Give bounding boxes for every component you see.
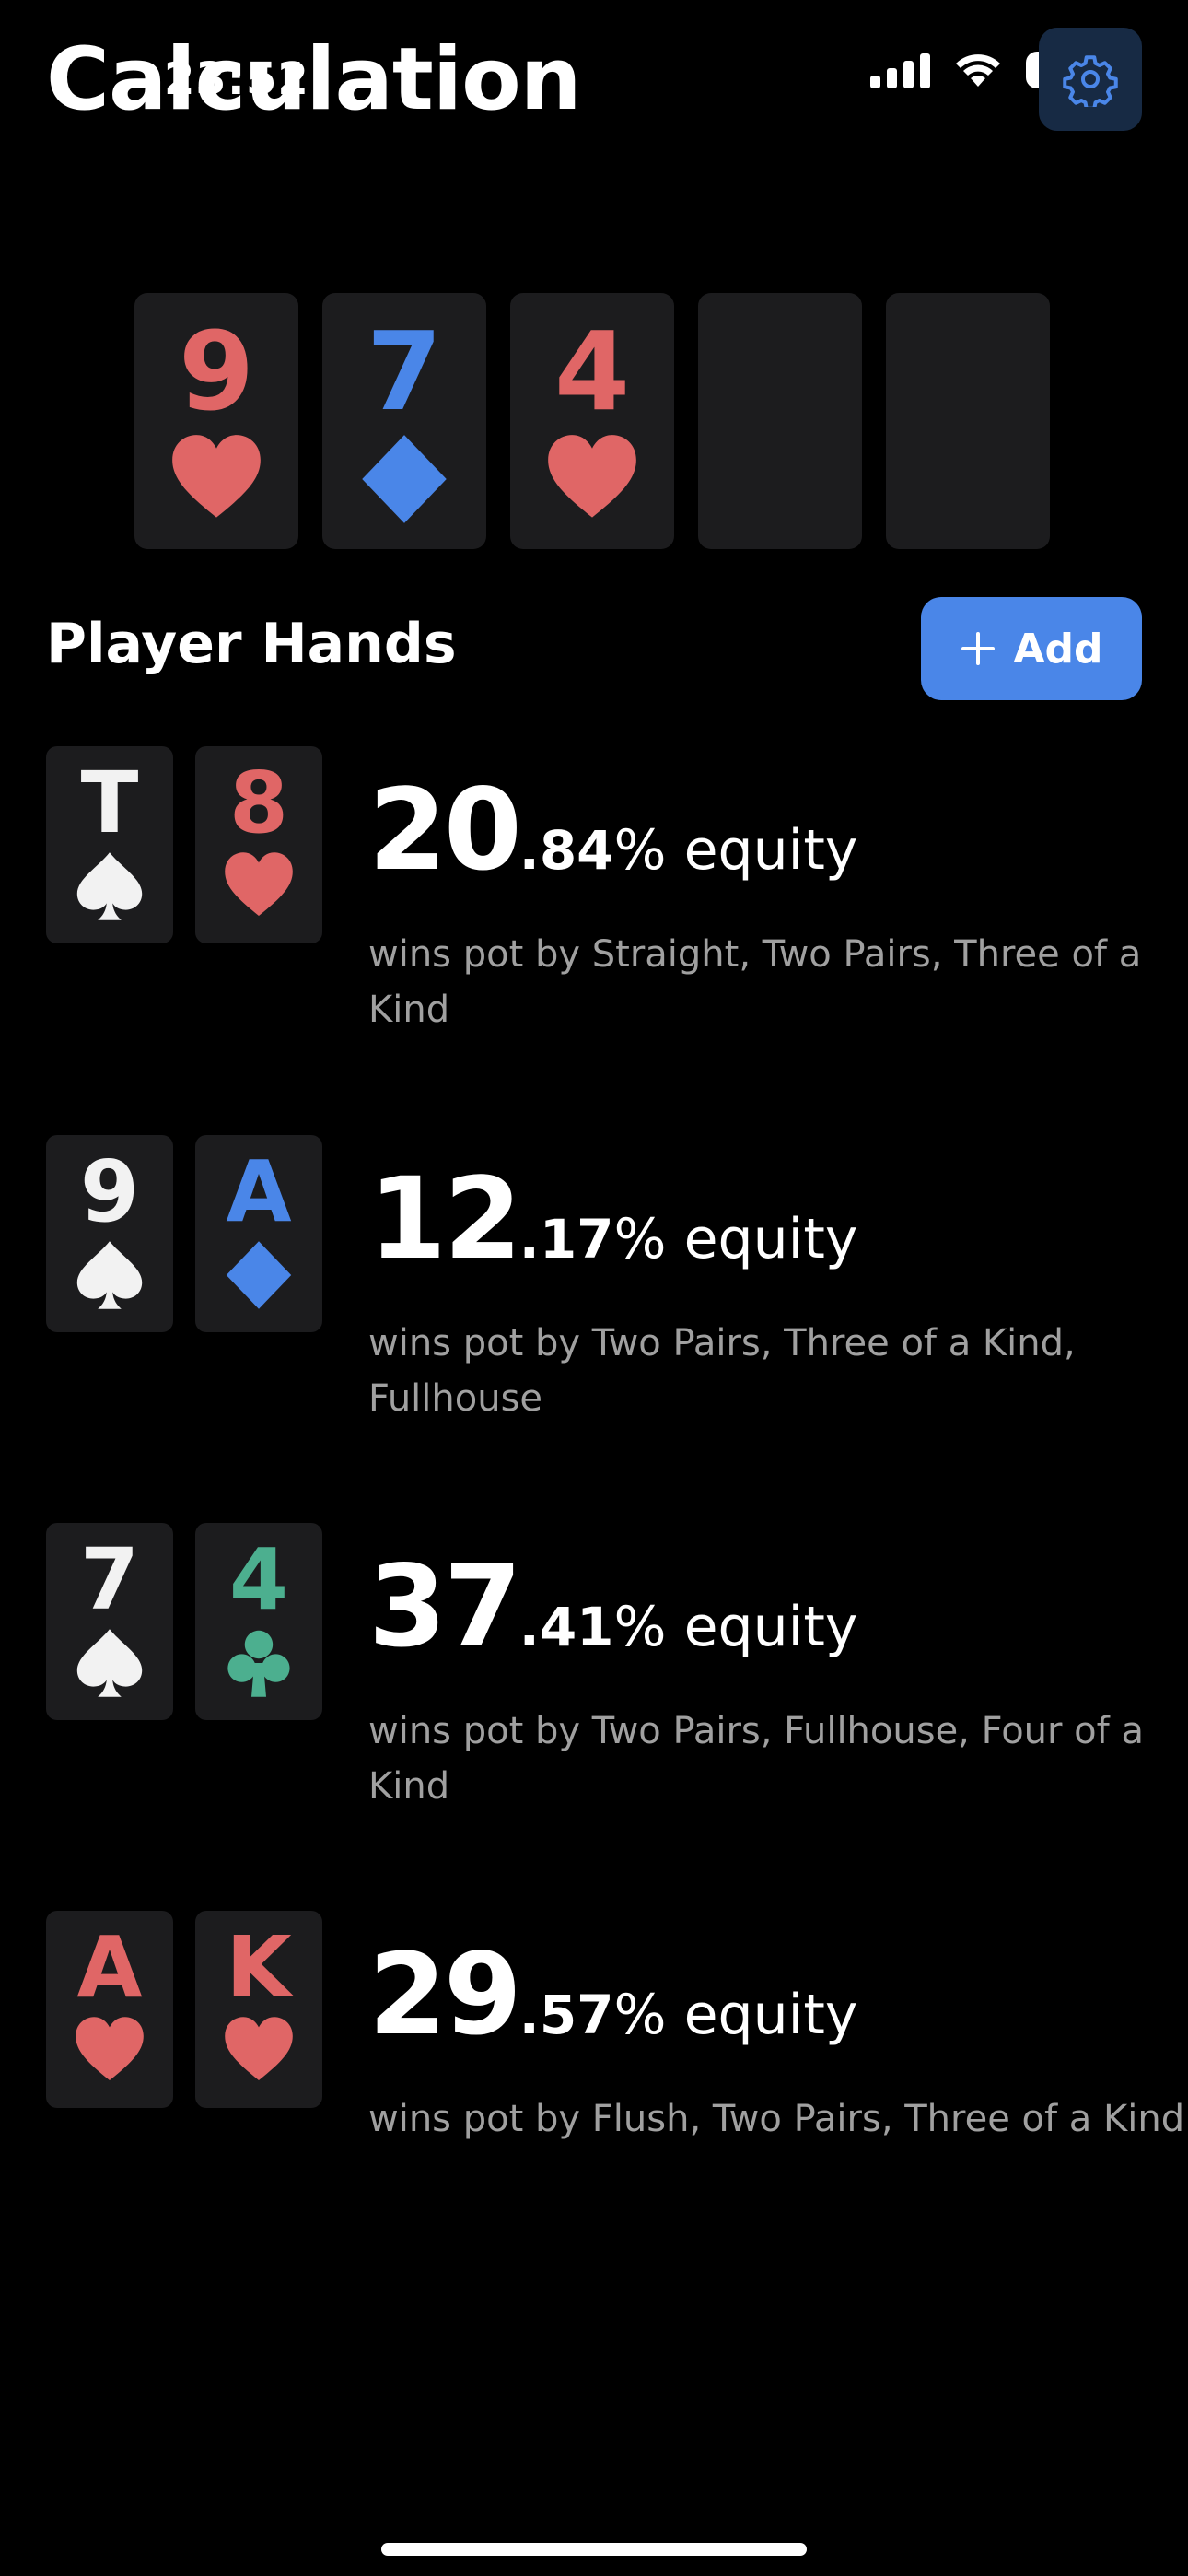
- hole-card[interactable]: 9: [46, 1135, 173, 1332]
- wins-description: wins pot by Flush, Two Pairs, Three of a…: [368, 2098, 1185, 2140]
- hole-card[interactable]: 8: [195, 746, 322, 943]
- wins-description: wins pot by Two Pairs, Three of a Kind, …: [368, 1322, 1076, 1420]
- equity-decimal: .57: [518, 1984, 614, 2046]
- heart-icon: [544, 431, 640, 531]
- equity-value: 20.84% equity: [368, 765, 857, 896]
- heart-icon: [222, 849, 296, 927]
- equity-value: 29.57% equity: [368, 1929, 857, 2060]
- card-rank: 8: [228, 754, 288, 852]
- board: 9 7 4: [134, 293, 1050, 549]
- hole-card[interactable]: A: [195, 1135, 322, 1332]
- hole-card[interactable]: T: [46, 746, 173, 943]
- equity-integer: 20: [368, 765, 522, 896]
- wins-description: wins pot by Straight, Two Pairs, Three o…: [368, 933, 1142, 1031]
- card-rank: 7: [366, 308, 443, 435]
- wins-description: wins pot by Two Pairs, Fullhouse, Four o…: [368, 1710, 1144, 1808]
- equity-integer: 12: [368, 1153, 522, 1284]
- hole-card[interactable]: 7: [46, 1523, 173, 1720]
- card-rank: 9: [178, 308, 255, 435]
- hole-card[interactable]: A: [46, 1911, 173, 2108]
- board-card-empty[interactable]: [698, 293, 862, 549]
- home-indicator[interactable]: [381, 2543, 807, 2556]
- card-rank: 4: [228, 1530, 288, 1629]
- diamond-icon: [222, 1238, 296, 1316]
- diamond-icon: [356, 431, 452, 531]
- add-player-button[interactable]: Add: [921, 597, 1142, 700]
- equity-integer: 37: [368, 1541, 522, 1672]
- card-rank: 7: [79, 1530, 139, 1629]
- board-card[interactable]: 9: [134, 293, 298, 549]
- card-rank: 9: [79, 1142, 139, 1241]
- status-time: 23:52: [164, 53, 309, 105]
- section-title: Player Hands: [46, 612, 457, 676]
- wifi-icon: [956, 54, 1000, 87]
- page-title: Calculation: [46, 29, 582, 130]
- equity-value: 12.17% equity: [368, 1153, 857, 1284]
- card-rank: K: [226, 1918, 292, 2017]
- equity-decimal: .17: [518, 1208, 614, 1270]
- heart-icon: [169, 431, 264, 531]
- equity-value: 37.41% equity: [368, 1541, 857, 1672]
- board-card-empty[interactable]: [886, 293, 1050, 549]
- equity-decimal: .84: [518, 819, 614, 882]
- signal-icon: [870, 52, 930, 88]
- board-card[interactable]: 4: [510, 293, 674, 549]
- club-icon: [222, 1626, 296, 1704]
- heart-icon: [73, 2014, 146, 2091]
- equity-suffix: % equity: [613, 1983, 858, 2047]
- equity-decimal: .41: [518, 1596, 614, 1658]
- equity-integer: 29: [368, 1929, 522, 2060]
- gear-icon: [1063, 55, 1118, 107]
- player-hand[interactable]: T 8 20.84% equity wins pot by Straight, …: [46, 746, 1142, 1031]
- equity-suffix: % equity: [613, 818, 858, 883]
- hole-card[interactable]: K: [195, 1911, 322, 2108]
- card-rank: T: [80, 754, 139, 852]
- hole-card[interactable]: 4: [195, 1523, 322, 1720]
- equity-suffix: % equity: [613, 1207, 858, 1271]
- card-rank: A: [226, 1142, 292, 1241]
- add-button-label: Add: [1013, 625, 1103, 673]
- player-hand[interactable]: 9 A 12.17% equity wins pot by Two Pairs,…: [46, 1135, 1142, 1420]
- card-rank: A: [76, 1918, 143, 2017]
- plus-icon: [961, 632, 996, 665]
- player-hand[interactable]: A K 29.57% equity wins pot by Flush, Two…: [46, 1911, 1184, 2187]
- equity-suffix: % equity: [613, 1595, 858, 1659]
- board-card[interactable]: 7: [322, 293, 486, 549]
- heart-icon: [222, 2014, 296, 2091]
- spade-icon: [73, 849, 146, 927]
- card-rank: 4: [553, 308, 631, 435]
- player-hand[interactable]: 7 4 37.41% equity wins pot by Two Pairs,…: [46, 1523, 1144, 1808]
- settings-button[interactable]: [1039, 28, 1142, 131]
- spade-icon: [73, 1238, 146, 1316]
- spade-icon: [73, 1626, 146, 1704]
